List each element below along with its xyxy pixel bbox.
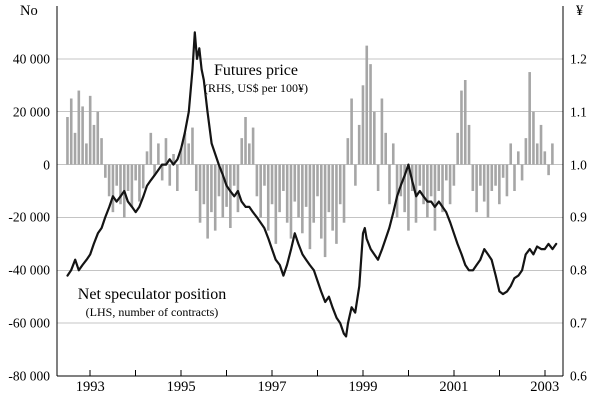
right-axis-tick-label: 1.2 <box>570 51 587 67</box>
left-axis-tick-label: 0 <box>43 156 50 172</box>
right-axis-unit-label: ¥ <box>576 3 584 19</box>
annotation-futures-price: Futures price (RHS, US$ per 100¥) <box>204 62 308 96</box>
left-axis-tick-label: -20 000 <box>8 209 50 225</box>
left-axis-unit-label: No <box>20 3 38 19</box>
right-axis-tick-label: 0.8 <box>570 262 587 278</box>
right-axis-tick-label: 0.6 <box>570 368 587 384</box>
left-axis-tick-label: -60 000 <box>8 315 50 331</box>
left-axis-tick-label: 20 000 <box>12 103 50 119</box>
left-axis-tick-label: -40 000 <box>8 262 50 278</box>
x-axis-year-label: 1999 <box>348 378 378 395</box>
x-axis-year-label: 1997 <box>257 378 287 395</box>
x-axis-year-label: 2003 <box>530 378 560 395</box>
right-axis-tick-label: 0.7 <box>570 315 587 331</box>
x-axis-year-label: 1993 <box>75 378 105 395</box>
right-axis-tick-label: 0.9 <box>570 209 587 225</box>
right-axis-tick-label: 1.0 <box>570 156 587 172</box>
left-axis-tick-label: 40 000 <box>12 51 50 67</box>
annotation-net-subtitle: (LHS, number of contracts) <box>85 305 219 319</box>
left-axis-tick-label: -80 000 <box>8 368 50 384</box>
annotation-futures-subtitle: (RHS, US$ per 100¥) <box>204 81 308 95</box>
x-axis-year-label: 1995 <box>166 378 196 395</box>
annotation-net-speculator-position: Net speculator position (LHS, number of … <box>78 286 226 320</box>
right-axis-tick-label: 1.1 <box>570 103 587 119</box>
annotation-net-title: Net speculator position <box>77 286 227 303</box>
x-axis-year-label: 2001 <box>439 378 469 395</box>
annotation-futures-title: Futures price <box>214 62 298 79</box>
